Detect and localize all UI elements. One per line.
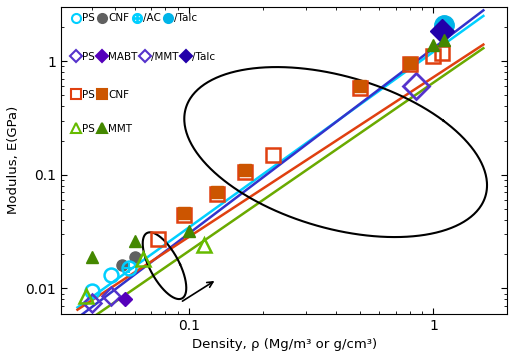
Y-axis label: Modulus, E(GPa): Modulus, E(GPa) <box>7 106 20 214</box>
Legend: PS, MMT: PS, MMT <box>71 122 133 135</box>
X-axis label: Density, ρ (Mg/m³ or g/cm³): Density, ρ (Mg/m³ or g/cm³) <box>192 338 377 351</box>
